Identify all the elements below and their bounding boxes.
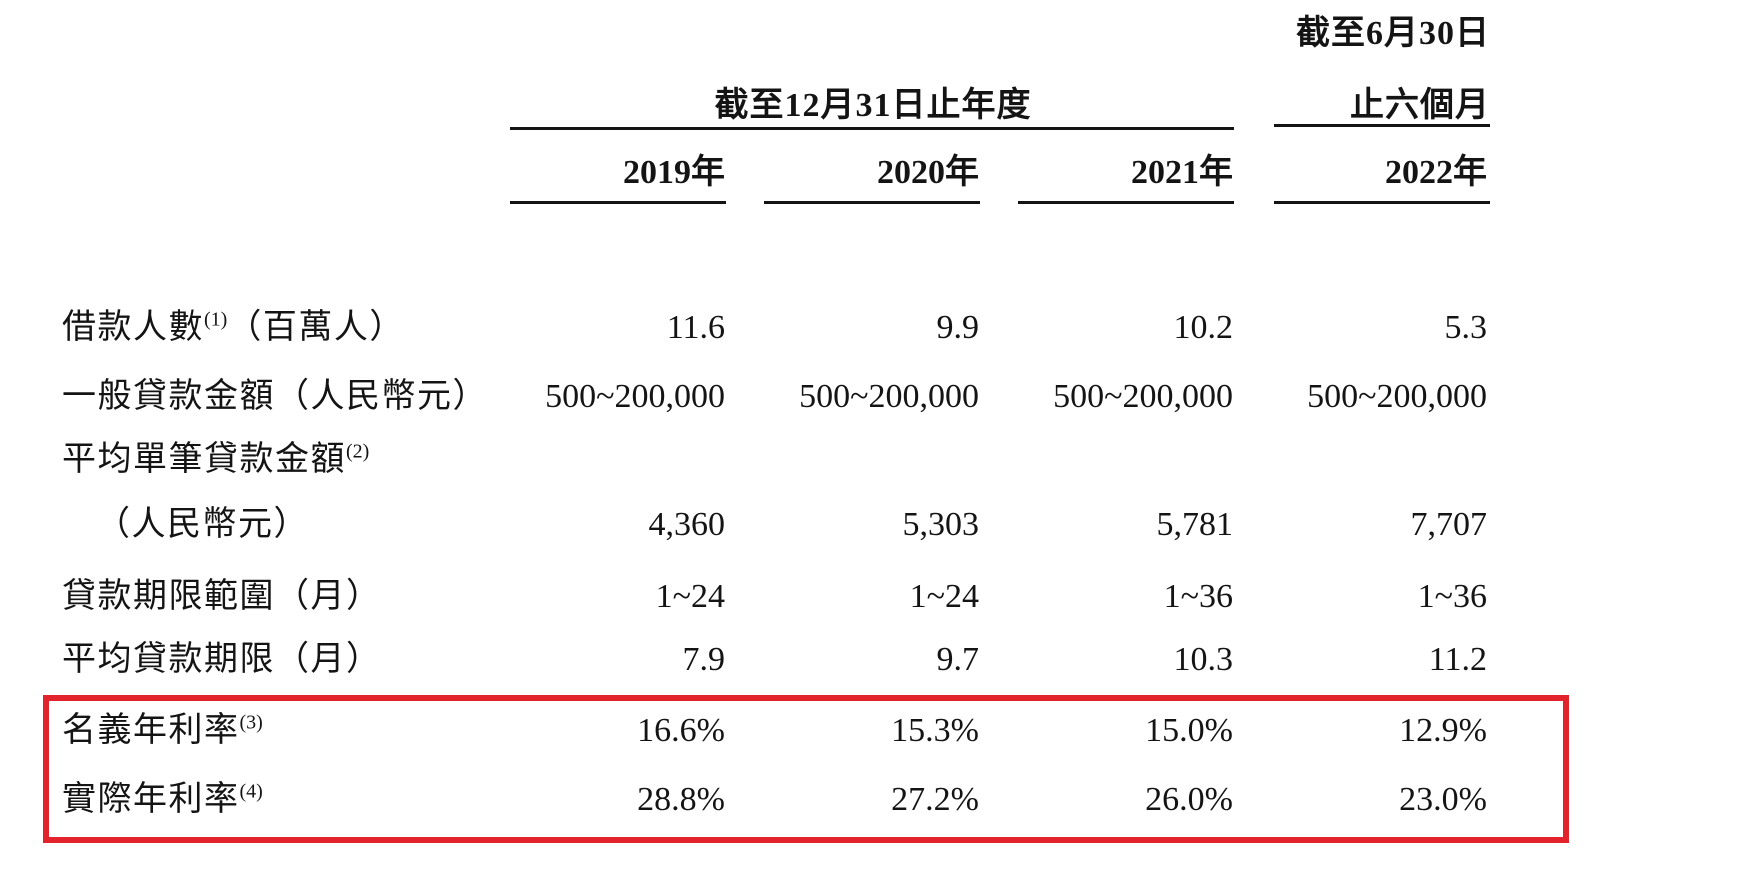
year-header-spacer <box>62 150 512 196</box>
table-row-nominal-apr: 名義年利率(3) 16.6% 15.3% 15.0% 12.9% <box>62 708 1487 754</box>
year-underline-2021 <box>1018 201 1234 204</box>
cell-value: 500~200,000 <box>799 378 979 415</box>
footnote-marker: (4) <box>239 780 263 803</box>
cell-value: 10.2 <box>1173 309 1234 346</box>
table-row-avg-loan-tenure: 平均貸款期限（月） 7.9 9.7 10.3 11.2 <box>62 637 1487 683</box>
cell-value: 27.2% <box>891 781 979 818</box>
footnote-marker: (2) <box>346 440 370 463</box>
table-row-loan-tenure-range: 貸款期限範圍（月） 1~24 1~24 1~36 1~36 <box>62 574 1487 620</box>
cell-value: 1~36 <box>1163 578 1233 615</box>
table-row-avg-single-loan-title: 平均單筆貸款金額(2) <box>62 437 1487 483</box>
cell-value <box>512 437 725 483</box>
year-header-row: 2019年 2020年 2021年 2022年 <box>62 150 1487 196</box>
cell-value: 12.9% <box>1399 712 1487 749</box>
cell-value: 15.3% <box>891 712 979 749</box>
year-header-2019: 2019年 <box>623 154 725 191</box>
row-label: 實際年利率(4) <box>62 780 263 818</box>
cell-value: 500~200,000 <box>1053 378 1233 415</box>
interim-period-header-line2: 止六個月 <box>1350 87 1490 124</box>
cell-value: 7.9 <box>682 641 726 678</box>
year-underline-2020 <box>764 201 980 204</box>
row-label: 借款人數(1)（百萬人） <box>62 308 405 346</box>
cell-value: 1~36 <box>1417 578 1487 615</box>
interim-group-underline <box>1274 124 1490 127</box>
interim-period-header-line1: 截至6月30日 <box>1296 15 1490 52</box>
cell-value: 23.0% <box>1399 781 1487 818</box>
table-row-avg-single-loan-values: （人民幣元） 4,360 5,303 5,781 7,707 <box>62 502 1487 548</box>
year-header-2020: 2020年 <box>877 154 979 191</box>
cell-value: 4,360 <box>648 506 726 543</box>
cell-value: 1~24 <box>655 578 725 615</box>
cell-value <box>1233 437 1487 483</box>
cell-value: 10.3 <box>1173 641 1234 678</box>
cell-value: 7,707 <box>1410 506 1488 543</box>
cell-value: 1~24 <box>909 578 979 615</box>
row-label: 貸款期限範圍（月） <box>62 578 382 615</box>
table-row-borrowers: 借款人數(1)（百萬人） 11.6 9.9 10.2 5.3 <box>62 305 1487 351</box>
row-label: 一般貸款金額（人民幣元） <box>62 378 488 415</box>
row-label: 名義年利率(3) <box>62 711 263 749</box>
cell-value: 500~200,000 <box>1307 378 1487 415</box>
row-label: 平均單筆貸款金額(2) <box>62 440 370 478</box>
table-row-effective-apr: 實際年利率(4) 28.8% 27.2% 26.0% 23.0% <box>62 777 1487 823</box>
cell-value: 28.8% <box>637 781 725 818</box>
cell-value: 11.6 <box>666 309 725 346</box>
cell-value: 11.2 <box>1428 641 1487 678</box>
year-underline-2019 <box>510 201 726 204</box>
annual-period-header: 截至12月31日止年度 <box>714 87 1032 124</box>
cell-value: 16.6% <box>637 712 725 749</box>
row-label: （人民幣元） <box>96 506 309 543</box>
cell-value: 9.9 <box>936 309 980 346</box>
cell-value: 5,781 <box>1156 506 1234 543</box>
cell-value <box>979 437 1233 483</box>
cell-value: 5.3 <box>1444 309 1488 346</box>
year-header-2021: 2021年 <box>1131 154 1233 191</box>
cell-value: 500~200,000 <box>545 378 725 415</box>
footnote-marker: (1) <box>204 308 228 331</box>
cell-value <box>725 437 979 483</box>
footnote-marker: (3) <box>239 711 263 734</box>
cell-value: 15.0% <box>1145 712 1233 749</box>
cell-value: 26.0% <box>1145 781 1233 818</box>
year-header-2022: 2022年 <box>1385 154 1487 191</box>
cell-value: 5,303 <box>902 506 980 543</box>
annual-group-underline <box>510 127 1234 130</box>
table-row-general-loan-amount: 一般貸款金額（人民幣元） 500~200,000 500~200,000 500… <box>62 374 1487 420</box>
year-underline-2022 <box>1274 201 1490 204</box>
row-label: 平均貸款期限（月） <box>62 641 382 678</box>
cell-value: 9.7 <box>936 641 980 678</box>
